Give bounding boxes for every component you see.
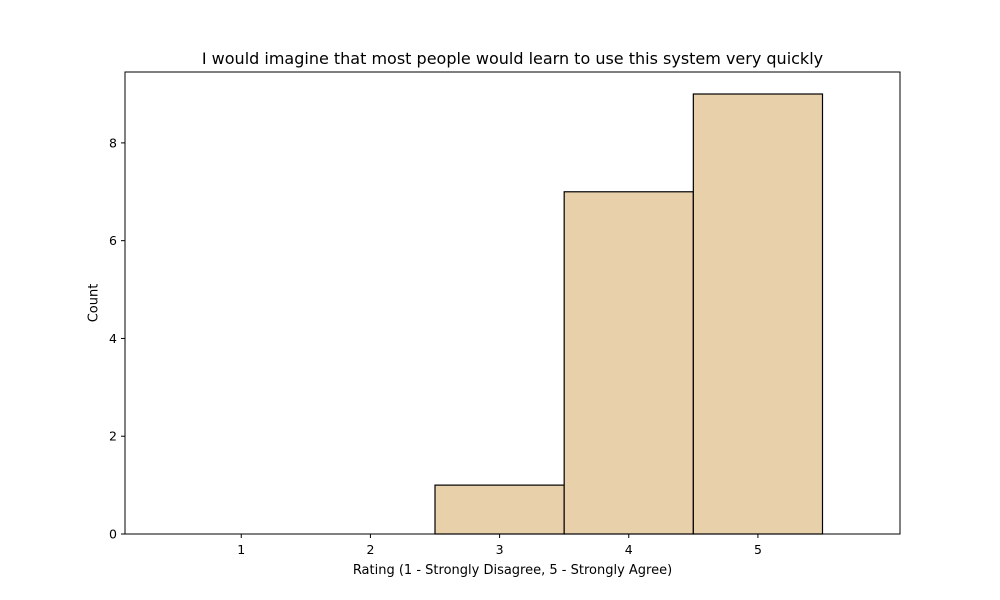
- y-tick-label: 0: [109, 527, 117, 542]
- x-tick-label: 3: [496, 542, 504, 557]
- x-axis-label: Rating (1 - Strongly Disagree, 5 - Stron…: [353, 563, 672, 578]
- bars-group: [434, 93, 824, 535]
- y-tick-label: 6: [109, 233, 117, 248]
- y-tick-label: 8: [109, 135, 117, 150]
- y-tick-label: 4: [109, 331, 117, 346]
- plot-frame: [124, 71, 901, 535]
- y-axis-label: Count: [87, 284, 102, 323]
- x-tick-label: 4: [625, 542, 633, 557]
- bar-rating-5: [692, 93, 824, 535]
- y-tick-label: 2: [109, 429, 117, 444]
- x-axis-ticks: 1 2 3 4 5: [237, 534, 762, 557]
- x-tick-label: 1: [237, 542, 245, 557]
- chart-title: I would imagine that most people would l…: [202, 49, 823, 68]
- bar-rating-3: [434, 484, 565, 535]
- x-tick-label: 2: [366, 542, 374, 557]
- x-tick-label: 5: [754, 542, 762, 557]
- bar-rating-4: [563, 191, 694, 535]
- y-axis-ticks: 0 2 4 6 8: [109, 135, 125, 542]
